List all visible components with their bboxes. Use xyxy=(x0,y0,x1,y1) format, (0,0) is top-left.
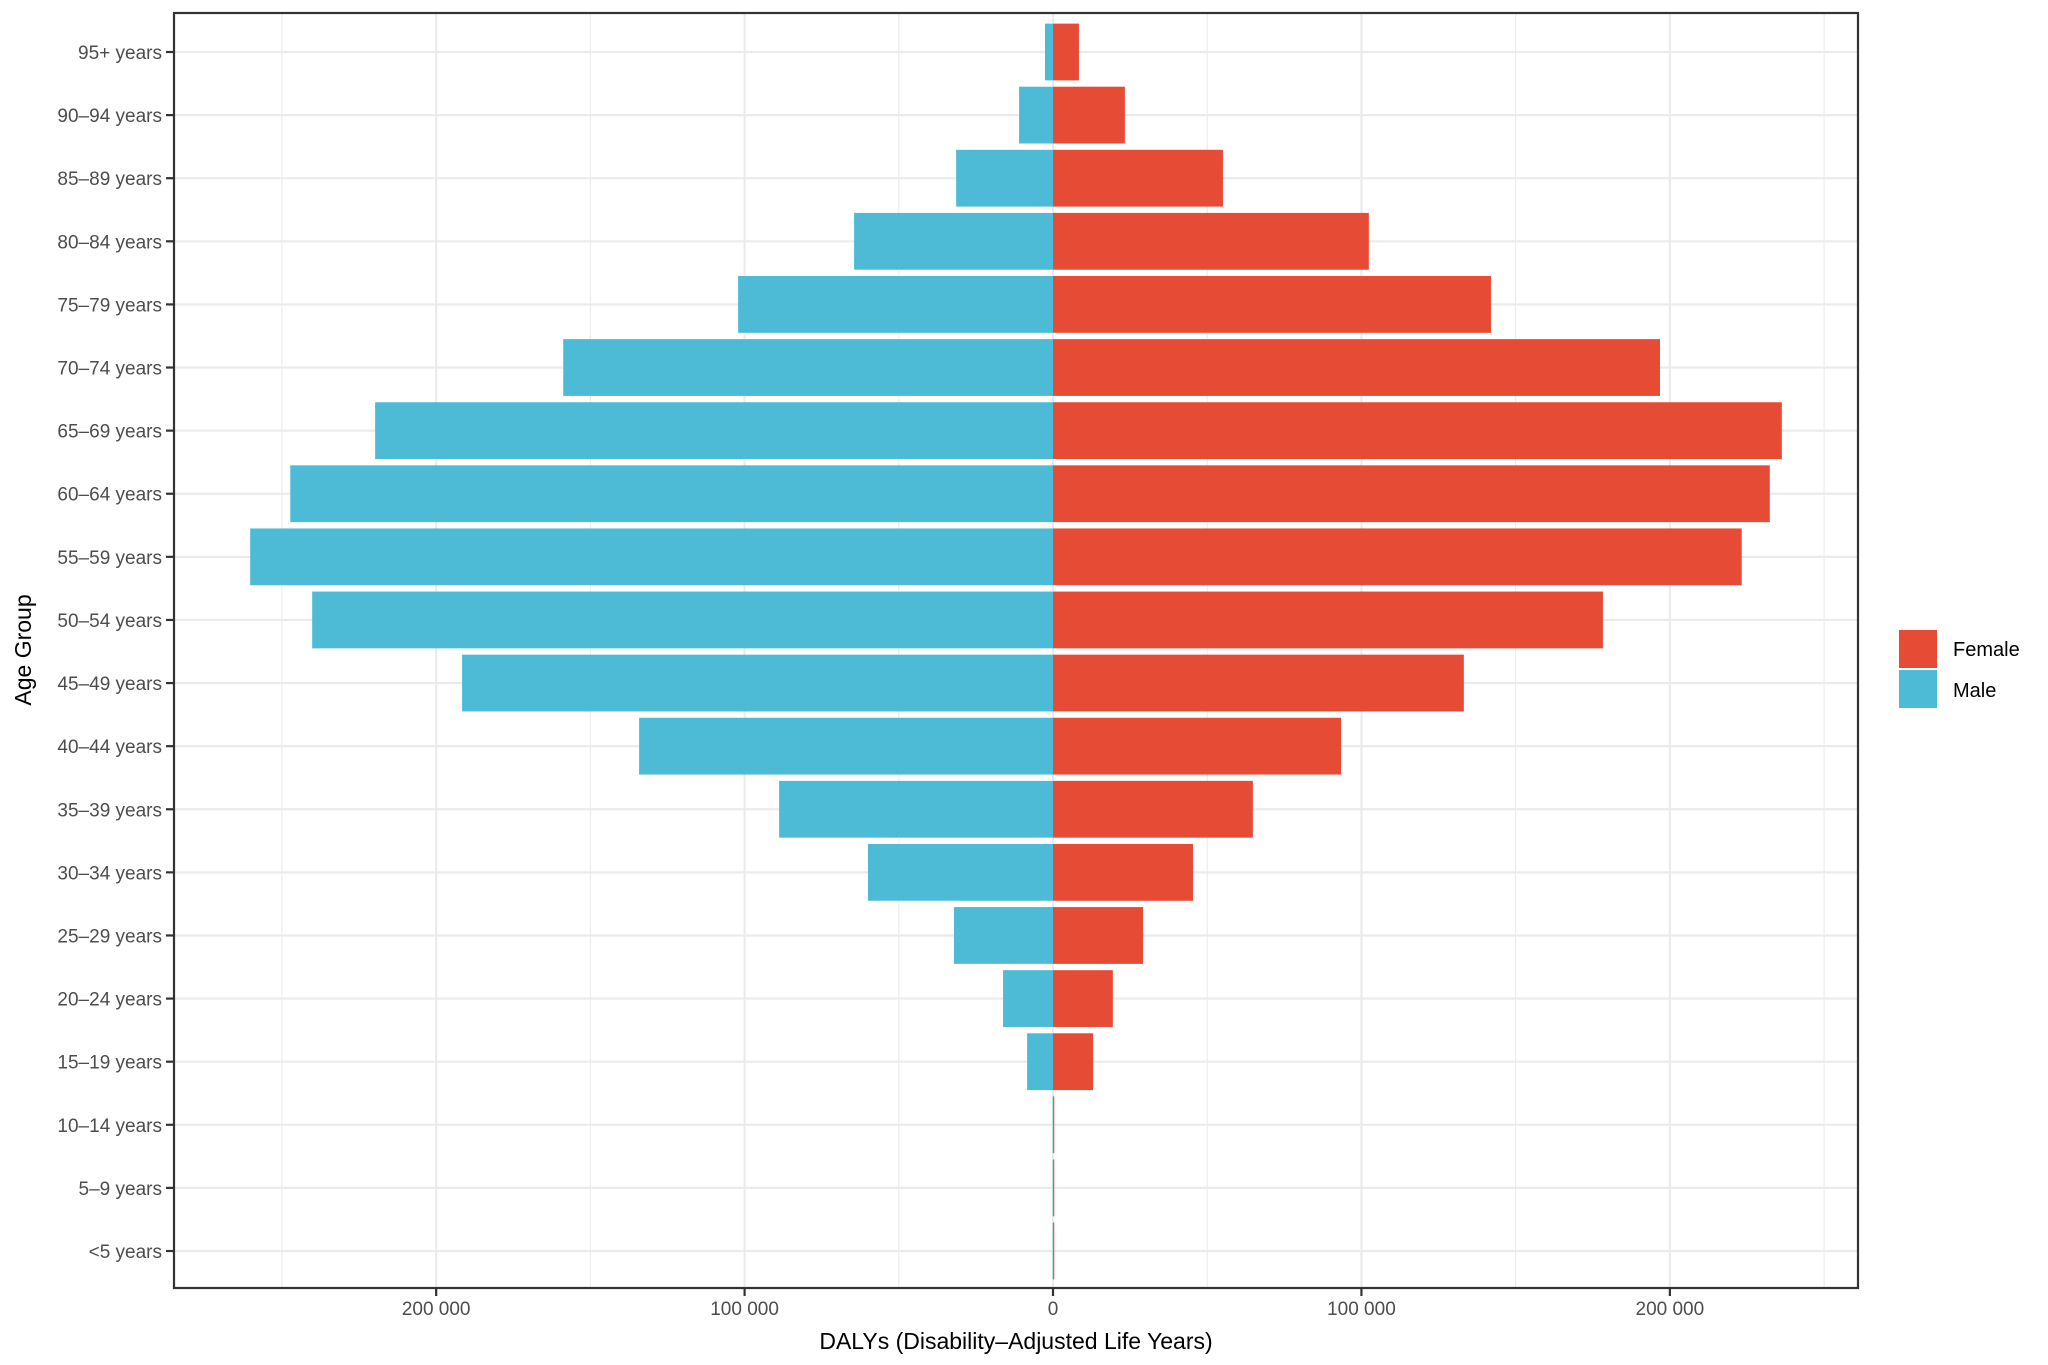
legend-label-male: Male xyxy=(1953,680,1996,702)
y-tick-label: 60–64 years xyxy=(57,485,162,506)
y-tick-label: 35–39 years xyxy=(57,800,162,821)
y-tick-label: 30–34 years xyxy=(57,863,162,884)
bar-female xyxy=(1053,339,1660,396)
bar-female xyxy=(1053,970,1113,1027)
y-tick-label: 40–44 years xyxy=(57,737,162,758)
bar-male xyxy=(854,212,1054,270)
bar-female xyxy=(1053,212,1369,270)
bar-male xyxy=(1003,970,1054,1027)
x-tick-label: 100 000 xyxy=(1327,1299,1396,1320)
bar-female xyxy=(1053,843,1194,901)
bar-male xyxy=(1052,1096,1054,1154)
bar-female xyxy=(1053,465,1770,523)
bar-male xyxy=(1027,1033,1054,1091)
y-tick-label: 20–24 years xyxy=(57,990,162,1011)
bar-female xyxy=(1053,1096,1055,1154)
bar-male xyxy=(738,276,1054,333)
bar-male xyxy=(462,654,1054,712)
y-tick-label: 45–49 years xyxy=(57,674,162,695)
bar-male xyxy=(867,843,1054,901)
x-axis: 200 000 100 000 0 100 000 200 000 xyxy=(402,1288,1704,1320)
bars xyxy=(250,23,1782,1280)
y-tick-label: 85–89 years xyxy=(57,169,162,190)
y-tick-label: 95+ years xyxy=(78,43,162,64)
y-tick-label: 80–84 years xyxy=(57,232,162,253)
y-tick-label: 25–29 years xyxy=(57,926,162,947)
y-tick-label: 50–54 years xyxy=(57,611,162,632)
bar-female xyxy=(1053,149,1223,207)
bar-male xyxy=(1052,1222,1054,1280)
bar-male xyxy=(290,465,1054,523)
bar-male xyxy=(1044,23,1054,81)
bar-male xyxy=(639,717,1054,775)
y-tick-label: 90–94 years xyxy=(57,106,162,127)
y-tick-label: 10–14 years xyxy=(57,1116,162,1137)
bar-male xyxy=(1052,1159,1054,1217)
x-tick-label: 200 000 xyxy=(1636,1299,1705,1320)
bar-female xyxy=(1053,1159,1055,1217)
bar-female xyxy=(1053,654,1464,712)
bar-female xyxy=(1053,591,1603,649)
x-tick-label: 0 xyxy=(1048,1299,1059,1320)
bar-male xyxy=(375,402,1054,460)
y-tick-label: 65–69 years xyxy=(57,422,162,443)
bar-male xyxy=(779,780,1054,838)
bar-female xyxy=(1053,276,1491,333)
y-axis-title: Age Group xyxy=(10,594,36,705)
x-tick-label: 100 000 xyxy=(710,1299,779,1320)
bar-male xyxy=(312,591,1054,649)
y-tick-label: <5 years xyxy=(89,1242,162,1263)
legend-key-female xyxy=(1899,630,1937,668)
bar-female xyxy=(1053,907,1144,964)
bar-male xyxy=(1019,86,1054,144)
bar-female xyxy=(1053,1033,1094,1091)
bar-male xyxy=(563,339,1054,396)
bar-female xyxy=(1053,780,1253,838)
bar-female xyxy=(1053,86,1125,144)
y-tick-label: 55–59 years xyxy=(57,548,162,569)
panel-border xyxy=(172,11,1860,1290)
legend-label-female: Female xyxy=(1953,639,2020,661)
bar-female xyxy=(1053,528,1742,586)
bar-male xyxy=(956,149,1054,207)
bar-female xyxy=(1053,1222,1055,1280)
x-axis-title: DALYs (Disability–Adjusted Life Years) xyxy=(819,1328,1212,1354)
bar-female xyxy=(1053,402,1782,460)
legend: Female Male xyxy=(1899,630,2020,708)
bar-female xyxy=(1053,717,1342,775)
y-tick-label: 15–19 years xyxy=(57,1053,162,1074)
x-tick-label: 200 000 xyxy=(402,1299,471,1320)
y-tick-label: 70–74 years xyxy=(57,359,162,380)
bar-male xyxy=(954,907,1054,964)
y-axis: <5 years 5–9 years 10–14 years 15–19 years 2… xyxy=(57,43,174,1263)
y-tick-label: 75–79 years xyxy=(57,295,162,316)
y-tick-label: 5–9 years xyxy=(79,1179,162,1200)
legend-key-male xyxy=(1899,670,1937,708)
bar-female xyxy=(1053,23,1079,81)
bar-male xyxy=(250,528,1054,586)
